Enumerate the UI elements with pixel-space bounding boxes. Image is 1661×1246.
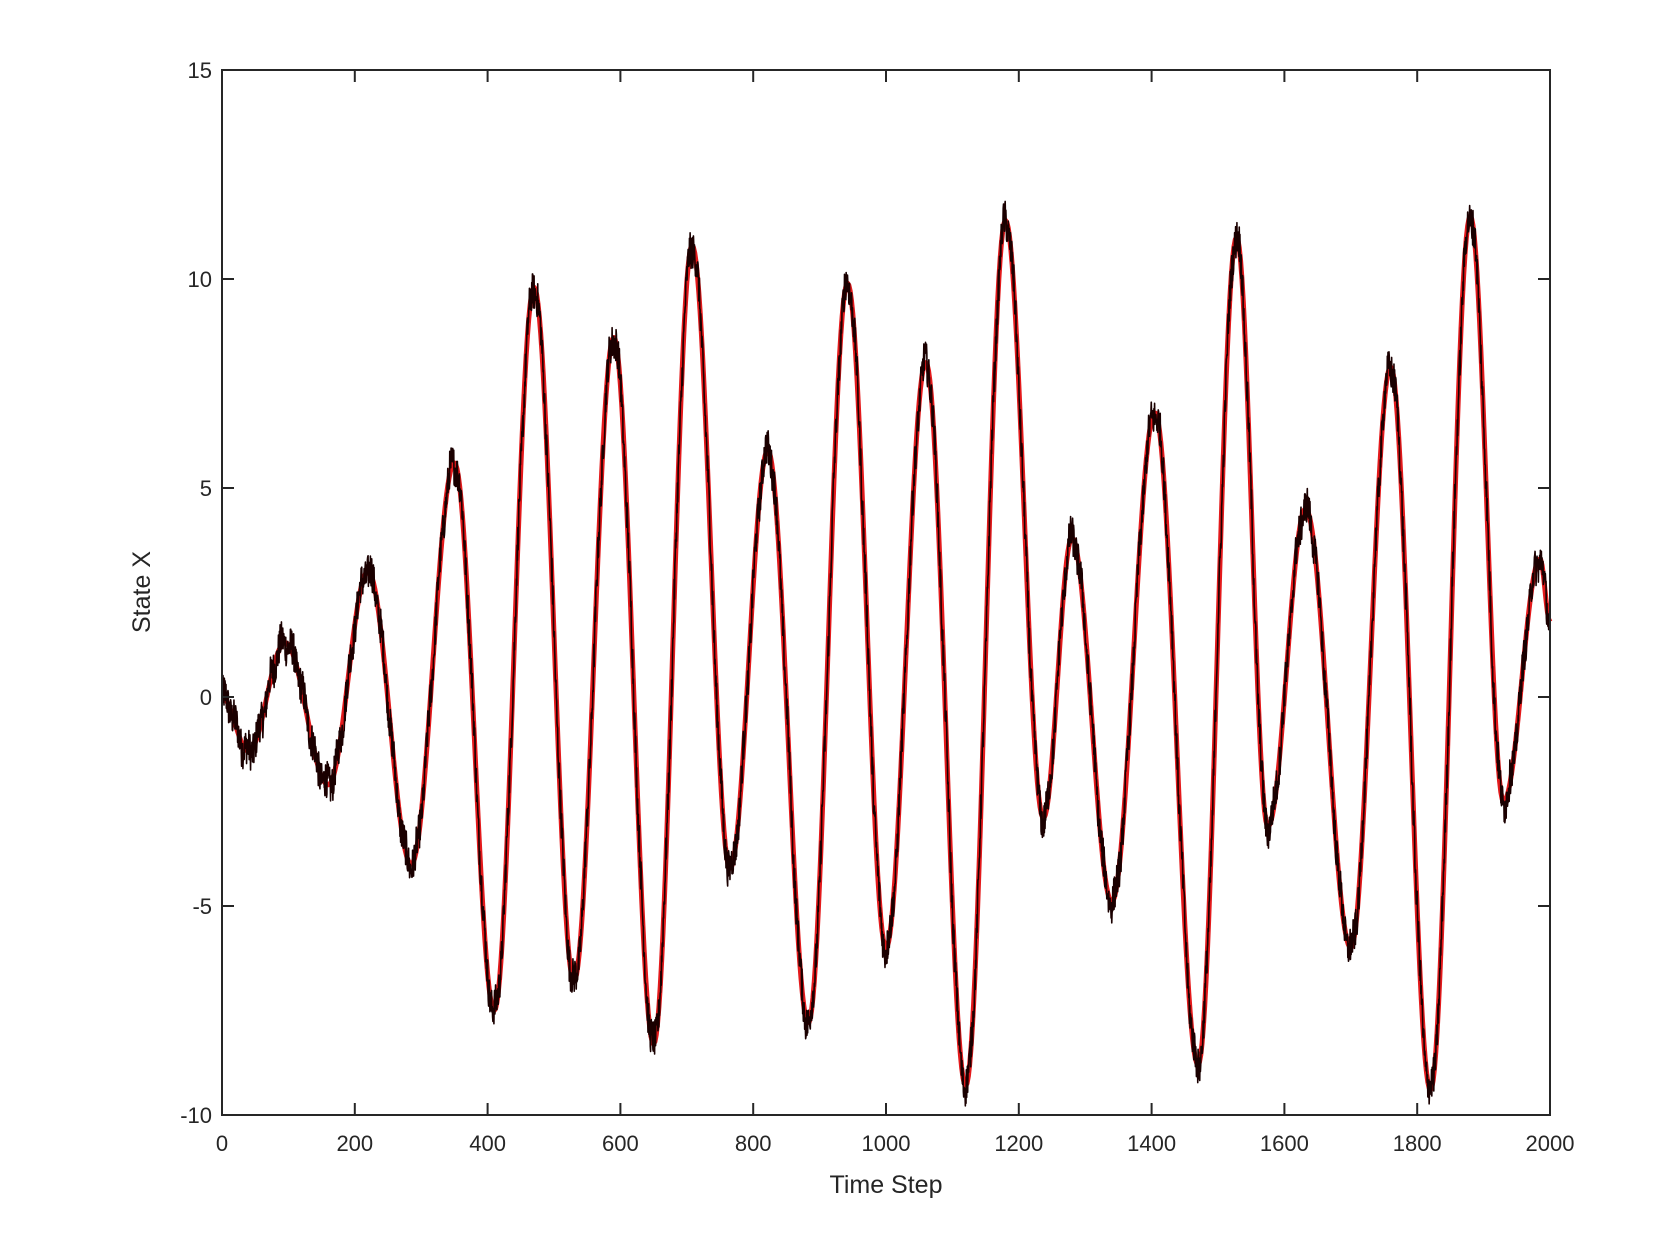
y-axis-ticks: -10 -5 0 5 10 15 (180, 58, 1550, 1128)
series-layer (220, 200, 1553, 1107)
x-tick-label: 1200 (994, 1131, 1043, 1156)
x-axis-label: Time Step (829, 1171, 942, 1199)
y-tick-label: 15 (188, 58, 212, 83)
y-tick-label: 0 (200, 685, 212, 710)
series-noisy-estimate (221, 200, 1551, 1107)
y-tick-label: -10 (180, 1103, 212, 1128)
y-tick-label: 5 (200, 476, 212, 501)
x-tick-label: 200 (336, 1131, 373, 1156)
x-tick-label: 0 (216, 1131, 228, 1156)
x-tick-label: 1600 (1260, 1131, 1309, 1156)
x-tick-label: 600 (602, 1131, 639, 1156)
y-tick-label: 10 (188, 267, 212, 292)
x-tick-label: 400 (469, 1131, 506, 1156)
y-tick-label: -5 (192, 894, 212, 919)
x-axis-ticks: 0 200 400 600 800 1000 1200 1400 1600 1800 2000 (216, 70, 1575, 1156)
y-axis-label: State X (128, 551, 156, 633)
x-tick-label: 1000 (862, 1131, 911, 1156)
x-tick-label: 1400 (1127, 1131, 1176, 1156)
x-tick-label: 2000 (1526, 1131, 1575, 1156)
x-tick-label: 1800 (1393, 1131, 1442, 1156)
x-tick-label: 800 (735, 1131, 772, 1156)
